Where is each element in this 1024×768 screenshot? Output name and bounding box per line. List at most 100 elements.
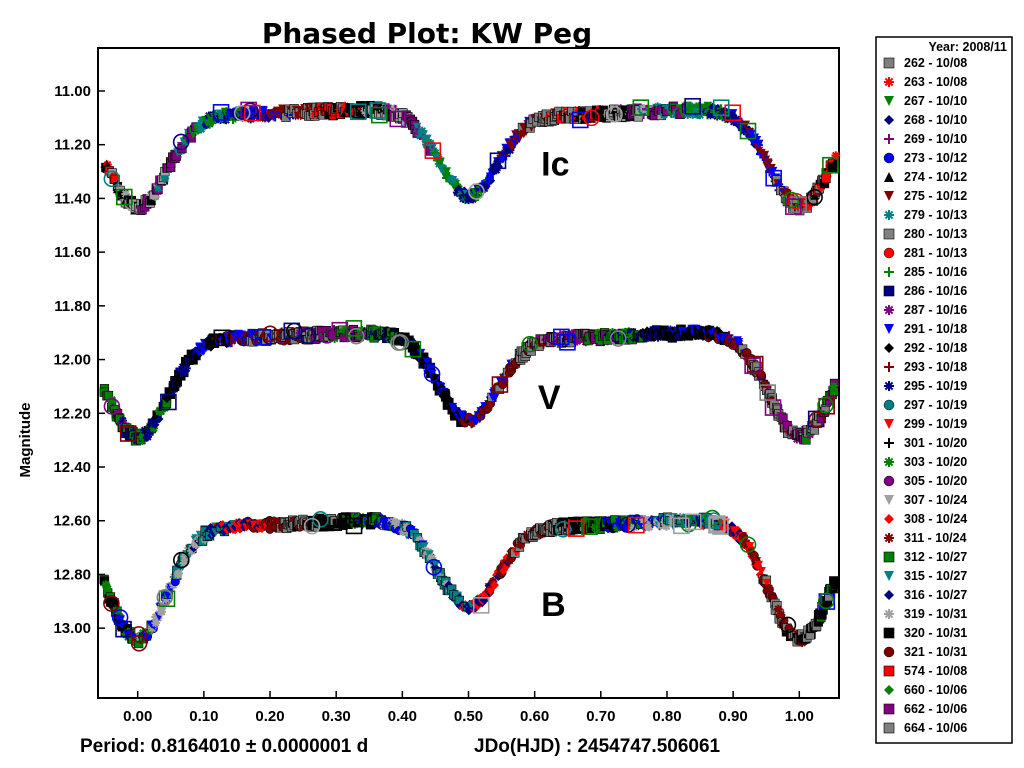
data-point — [101, 581, 111, 590]
x-tick-label: 0.40 — [388, 708, 417, 725]
x-tick-label: 0.70 — [586, 708, 615, 725]
data-point — [430, 372, 440, 382]
data-point — [489, 152, 507, 170]
data-point — [703, 101, 713, 111]
data-point — [684, 97, 701, 115]
x-tick-label: 0.50 — [454, 708, 483, 725]
legend-marker — [883, 285, 895, 297]
data-point — [340, 101, 350, 111]
legend-box: Year: 2008/11 262 - 10/08 263 - 10/08 267 … — [875, 36, 1013, 744]
legend-frame — [875, 36, 1013, 744]
legend-marker — [884, 571, 894, 581]
data-point — [568, 520, 585, 537]
data-point — [827, 162, 837, 172]
data-point — [521, 335, 539, 353]
legend-marker — [884, 590, 894, 600]
legend-label: 263 - 10/08 — [904, 75, 967, 89]
y-tick-label: 12.80 — [53, 566, 91, 583]
legend-marker — [883, 475, 895, 487]
legend-marker — [884, 343, 894, 353]
legend-entry: 299 - 10/19 — [884, 417, 967, 431]
legend-marker — [884, 115, 894, 125]
legend-label: 292 - 10/18 — [904, 341, 967, 355]
legend-entry: 293 - 10/18 — [884, 360, 967, 374]
legend-marker — [883, 646, 895, 658]
data-point — [450, 178, 460, 188]
data-point — [705, 512, 723, 529]
data-point — [474, 184, 484, 194]
data-point — [213, 329, 231, 347]
legend-entry: 295 - 10/19 — [884, 379, 967, 393]
legend-label: 574 - 10/08 — [904, 664, 967, 678]
data-point — [583, 109, 600, 127]
data-point — [597, 336, 606, 346]
data-point — [103, 170, 121, 188]
data-point — [708, 516, 725, 534]
data-point — [157, 607, 166, 617]
data-point — [760, 150, 770, 160]
data-point — [606, 106, 623, 123]
legend-marker — [883, 551, 895, 563]
data-point — [103, 398, 121, 415]
legend-marker — [883, 627, 895, 639]
data-point — [130, 634, 148, 652]
legend-label: 287 - 10/16 — [904, 303, 967, 317]
y-tick-label: 12.00 — [53, 352, 91, 369]
x-tick-label: 0.30 — [322, 708, 351, 725]
data-point — [172, 133, 190, 151]
data-point — [473, 601, 482, 611]
data-point — [662, 522, 671, 531]
legend-label: 280 - 10/13 — [904, 227, 967, 241]
y-tick-label: 11.60 — [54, 244, 91, 261]
data-point — [739, 536, 757, 553]
data-point — [345, 517, 363, 535]
data-point — [481, 182, 491, 191]
legend-marker — [883, 399, 895, 411]
data-point — [731, 114, 741, 124]
legend-entry: 574 - 10/08 — [883, 664, 967, 678]
legend-entry: 297 - 10/19 — [883, 398, 967, 412]
legend-entry: 311 - 10/24 — [884, 531, 967, 545]
legend-label: 273 - 10/12 — [904, 151, 967, 165]
legend-label: 281 - 10/13 — [904, 246, 967, 260]
data-point — [151, 192, 160, 201]
legend-entry: 321 - 10/31 — [883, 645, 967, 659]
data-point — [143, 432, 153, 442]
x-tick-label: 0.10 — [189, 708, 218, 725]
data-point — [779, 616, 789, 625]
data-point — [570, 113, 580, 123]
data-point — [233, 104, 251, 122]
y-tick-label: 11.20 — [54, 137, 91, 154]
legend-entry: 275 - 10/12 — [884, 189, 967, 203]
band-label-b: B — [541, 586, 566, 624]
legend-entry: 316 - 10/27 — [884, 588, 967, 602]
data-point — [178, 362, 188, 372]
data-point — [742, 540, 752, 550]
legend-entry: 281 - 10/13 — [883, 246, 967, 260]
data-point — [182, 364, 191, 373]
data-point — [818, 397, 835, 415]
data-point — [156, 407, 166, 416]
data-point — [777, 620, 787, 630]
data-point — [138, 431, 148, 441]
data-point — [222, 339, 231, 349]
band-label-v: V — [538, 379, 561, 417]
y-tick-label: 13.00 — [53, 620, 91, 637]
data-point — [118, 416, 128, 426]
footer-period: Period: 0.8164010 ± 0.0000001 d — [80, 736, 368, 757]
legend-label: 321 - 10/31 — [904, 645, 967, 659]
x-tick-label: 0.60 — [520, 708, 549, 725]
data-point — [431, 560, 441, 569]
data-point — [623, 522, 632, 531]
data-point — [212, 104, 230, 121]
legend-label: 286 - 10/16 — [904, 284, 967, 298]
legend-marker — [884, 191, 894, 201]
data-point — [765, 169, 782, 187]
data-point — [754, 139, 764, 149]
y-tick-label: 12.20 — [53, 405, 91, 422]
data-point — [424, 142, 442, 159]
data-point — [685, 513, 702, 531]
data-point — [454, 184, 463, 194]
data-point — [369, 102, 387, 119]
